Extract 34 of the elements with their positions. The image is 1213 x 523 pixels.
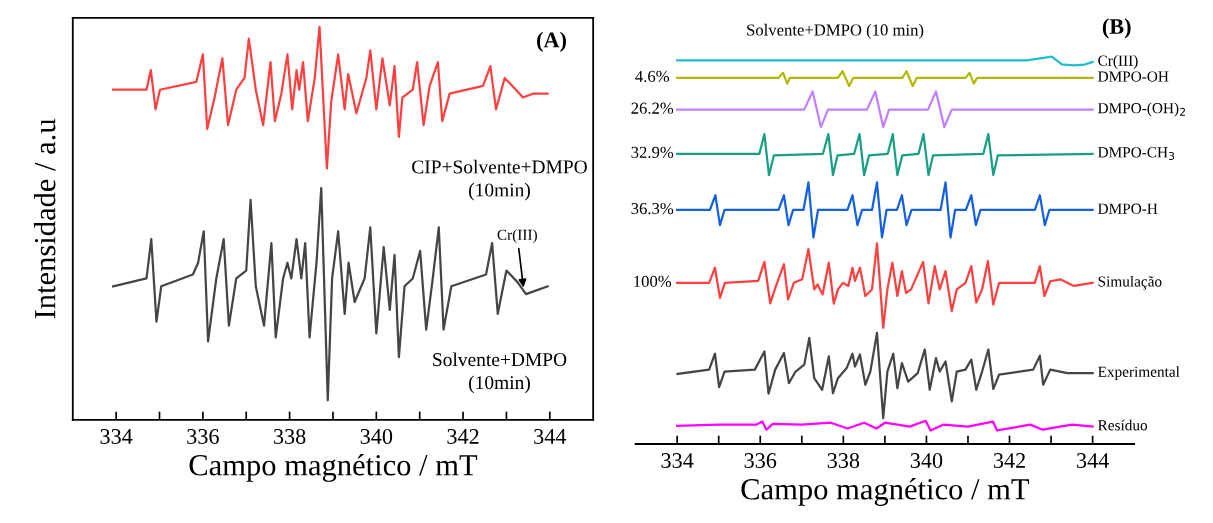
series-label: CIP+Solvente+DMPO (10min) bbox=[412, 159, 587, 201]
x-tick-label: 342 bbox=[447, 429, 479, 444]
series-label: DMPO-CH$_{3}$ bbox=[1098, 147, 1175, 161]
x-axis-title: Campo magnético / mT bbox=[741, 478, 1030, 506]
annotation: 36.3% bbox=[631, 202, 674, 215]
series-label: Cr(III) bbox=[1098, 55, 1138, 69]
series-label: Experimental bbox=[1098, 366, 1180, 381]
series-label: DMPO-H bbox=[1098, 203, 1158, 214]
x-tick-label: 344 bbox=[1077, 453, 1109, 468]
chart-title: (B) bbox=[1102, 18, 1131, 39]
x-tick-label: 342 bbox=[993, 453, 1025, 468]
series-label: Simulação bbox=[1098, 275, 1162, 290]
series-label: DMPO-OH bbox=[1098, 71, 1169, 82]
x-tick-label: 340 bbox=[910, 453, 943, 468]
annotation: Cr(III) bbox=[497, 229, 537, 244]
series-label: Solvente+DMPO (10min) bbox=[433, 352, 567, 394]
annotation: 100% bbox=[634, 275, 672, 288]
x-tick-label: 344 bbox=[534, 429, 567, 444]
annotation: 4.6% bbox=[635, 70, 670, 83]
x-tick-label: 338 bbox=[274, 428, 306, 444]
x-tick-label: 336 bbox=[187, 429, 219, 444]
x-tick-label: 340 bbox=[360, 428, 393, 444]
annotation: 32.9% bbox=[631, 146, 674, 159]
annotation: 26.2% bbox=[631, 102, 674, 114]
x-tick-label: 338 bbox=[827, 453, 860, 468]
series-label: DMPO-(OH)$_{2}$ bbox=[1098, 102, 1185, 117]
x-tick-label: 334 bbox=[100, 429, 133, 444]
chart-subtitle: Solvente+DMPO (10 min) bbox=[747, 23, 924, 39]
x-tick-label: 334 bbox=[661, 453, 694, 468]
series-label: Resíduo bbox=[1098, 419, 1148, 431]
chart-title: (A) bbox=[537, 31, 566, 52]
x-axis-title: Campo magnético / mT bbox=[189, 454, 478, 482]
y-axis-title: Intensidade / a.u bbox=[33, 118, 56, 319]
x-tick-label: 336 bbox=[744, 453, 777, 468]
